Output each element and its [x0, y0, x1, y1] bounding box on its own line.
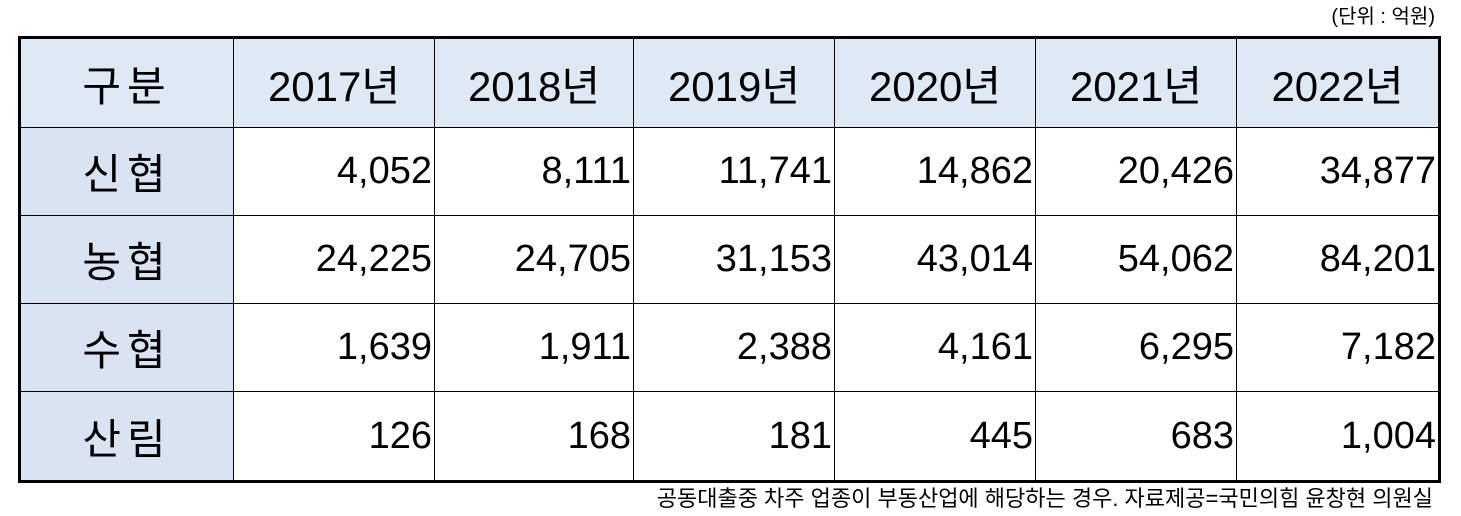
header-row: 구분 2017년 2018년 2019년 2020년 2021년 2022년: [19, 37, 1440, 128]
table-row: 수협 1,639 1,911 2,388 4,161 6,295 7,182: [19, 303, 1440, 393]
cell-value: 1,639: [233, 303, 435, 393]
data-table: 구분 2017년 2018년 2019년 2020년 2021년 2022년 신…: [18, 36, 1441, 483]
table-row: 산림 126 168 181 445 683 1,004: [19, 391, 1440, 482]
cell-value: 54,062: [1035, 215, 1237, 305]
cell-value: 445: [834, 391, 1036, 482]
cell-value: 84,201: [1236, 215, 1440, 305]
row-label: 신협: [19, 126, 234, 217]
cell-value: 11,741: [633, 126, 835, 217]
cell-value: 20,426: [1035, 126, 1237, 217]
header-year: 2018년: [434, 37, 634, 128]
header-category: 구분: [19, 37, 234, 128]
row-label: 산림: [19, 391, 234, 482]
row-label: 농협: [19, 215, 234, 305]
cell-value: 6,295: [1035, 303, 1237, 393]
unit-label: (단위 : 억원): [1331, 6, 1435, 28]
cell-value: 43,014: [834, 215, 1036, 305]
cell-value: 14,862: [834, 126, 1036, 217]
cell-value: 8,111: [434, 126, 634, 217]
table-row: 농협 24,225 24,705 31,153 43,014 54,062 84…: [19, 215, 1440, 305]
header-year: 2022년: [1236, 37, 1440, 128]
cell-value: 2,388: [633, 303, 835, 393]
cell-value: 4,052: [233, 126, 435, 217]
table-row: 신협 4,052 8,111 11,741 14,862 20,426 34,8…: [19, 126, 1440, 217]
cell-value: 7,182: [1236, 303, 1440, 393]
cell-value: 1,004: [1236, 391, 1440, 482]
cell-value: 24,225: [233, 215, 435, 305]
header-year: 2021년: [1035, 37, 1237, 128]
cell-value: 24,705: [434, 215, 634, 305]
cell-value: 4,161: [834, 303, 1036, 393]
header-year: 2019년: [633, 37, 835, 128]
cell-value: 168: [434, 391, 634, 482]
cell-value: 1,911: [434, 303, 634, 393]
row-label: 수협: [19, 303, 234, 393]
header-year: 2020년: [834, 37, 1036, 128]
source-footnote: 공동대출중 차주 업종이 부동산업에 해당하는 경우. 자료제공=국민의힘 윤창…: [656, 486, 1433, 511]
cell-value: 34,877: [1236, 126, 1440, 217]
cell-value: 683: [1035, 391, 1237, 482]
cell-value: 126: [233, 391, 435, 482]
header-year: 2017년: [233, 37, 435, 128]
cell-value: 31,153: [633, 215, 835, 305]
cell-value: 181: [633, 391, 835, 482]
